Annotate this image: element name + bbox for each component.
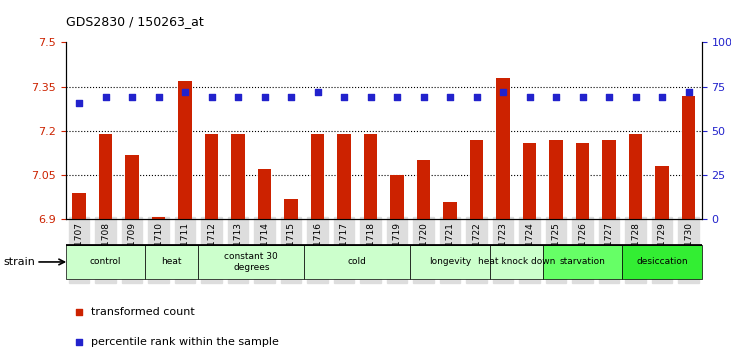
Bar: [417, 160, 430, 219]
Bar: [656, 166, 669, 219]
Text: starvation: starvation: [559, 257, 605, 267]
Point: [285, 95, 297, 100]
Bar: [629, 134, 642, 219]
Bar: [232, 134, 245, 219]
Point: [259, 95, 270, 100]
Text: longevity: longevity: [429, 257, 471, 267]
Bar: [470, 140, 483, 219]
Bar: [390, 175, 404, 219]
FancyBboxPatch shape: [304, 245, 410, 279]
FancyBboxPatch shape: [542, 245, 622, 279]
Text: constant 30
degrees: constant 30 degrees: [224, 252, 279, 272]
Bar: [311, 134, 324, 219]
Bar: [205, 134, 218, 219]
Bar: [178, 81, 192, 219]
Bar: [496, 78, 510, 219]
FancyBboxPatch shape: [145, 245, 198, 279]
FancyBboxPatch shape: [66, 245, 145, 279]
Point: [493, 4, 505, 10]
Point: [550, 95, 562, 100]
Bar: [338, 134, 351, 219]
Point: [338, 95, 350, 100]
Text: control: control: [90, 257, 121, 267]
Point: [179, 89, 191, 95]
Point: [205, 95, 217, 100]
Bar: [523, 143, 536, 219]
Point: [232, 95, 244, 100]
Point: [365, 95, 376, 100]
Point: [656, 95, 668, 100]
Point: [603, 95, 615, 100]
Bar: [126, 155, 139, 219]
Point: [444, 95, 456, 100]
Point: [391, 95, 403, 100]
Point: [126, 95, 138, 100]
Bar: [444, 202, 457, 219]
Bar: [258, 169, 271, 219]
Bar: [576, 143, 589, 219]
Text: cold: cold: [348, 257, 367, 267]
Text: strain: strain: [3, 257, 35, 267]
FancyBboxPatch shape: [198, 245, 304, 279]
Point: [577, 95, 588, 100]
Text: desiccation: desiccation: [636, 257, 688, 267]
Text: heat: heat: [162, 257, 182, 267]
Text: percentile rank within the sample: percentile rank within the sample: [91, 337, 279, 347]
Point: [683, 89, 694, 95]
Bar: [152, 217, 165, 219]
Point: [417, 95, 429, 100]
FancyBboxPatch shape: [490, 245, 542, 279]
Bar: [364, 134, 377, 219]
Point: [73, 100, 85, 105]
Point: [99, 95, 111, 100]
Point: [311, 89, 323, 95]
Bar: [99, 134, 112, 219]
Bar: [284, 199, 298, 219]
Point: [629, 95, 641, 100]
Text: GDS2830 / 150263_at: GDS2830 / 150263_at: [66, 15, 203, 28]
Bar: [682, 96, 695, 219]
Point: [153, 95, 164, 100]
Point: [493, 269, 505, 275]
Point: [497, 89, 509, 95]
Bar: [602, 140, 616, 219]
Text: heat knock down: heat knock down: [477, 257, 555, 267]
Bar: [72, 193, 86, 219]
Bar: [550, 140, 563, 219]
FancyBboxPatch shape: [622, 245, 702, 279]
Text: transformed count: transformed count: [91, 307, 195, 318]
Point: [523, 95, 535, 100]
Point: [471, 95, 482, 100]
FancyBboxPatch shape: [410, 245, 490, 279]
